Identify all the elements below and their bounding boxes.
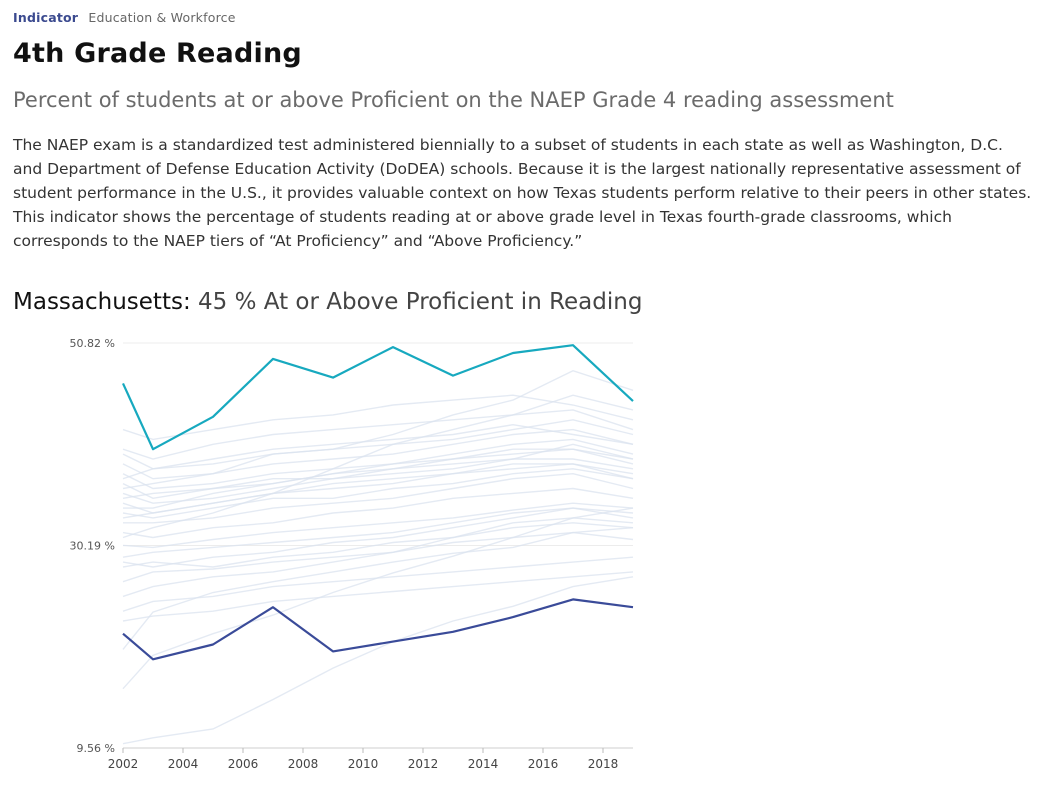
- category-link[interactable]: Education & Workforce: [88, 10, 236, 25]
- comparison-state-line: [122, 571, 634, 622]
- comparison-state-line: [122, 576, 634, 745]
- comparison-state-line: [122, 531, 634, 583]
- comparison-state-line: [122, 394, 634, 441]
- x-tick-label: 2010: [348, 757, 379, 771]
- chart-heading-state: Massachusetts:: [13, 289, 191, 315]
- x-tick-label: 2018: [588, 757, 619, 771]
- x-tick-label: 2016: [528, 757, 559, 771]
- comparison-state-line: [123, 472, 634, 524]
- comparison-state-line: [122, 507, 634, 690]
- comparison-state-line: [122, 448, 634, 500]
- x-tick-label: 2004: [168, 757, 199, 771]
- comparison-state-line: [122, 468, 634, 519]
- comparison-state-line: [122, 556, 634, 612]
- comparison-state-line: [122, 423, 634, 480]
- comparison-state-line: [122, 502, 634, 549]
- breadcrumb: Indicator Education & Workforce: [13, 10, 236, 25]
- highlighted-state-lines[interactable]: [121, 344, 634, 661]
- y-axis: 50.82 % 30.19 % 9.56 %: [70, 337, 115, 755]
- comparison-state-line: [122, 507, 634, 558]
- x-tick-label: 2014: [468, 757, 499, 771]
- comparison-state-line: [122, 463, 634, 519]
- x-tick-label: 2012: [408, 757, 439, 771]
- x-axis: 2002 2004 2006 2008 2010 2012 2014 2016 2018: [108, 747, 633, 771]
- y-tick-label: 50.82 %: [70, 337, 115, 350]
- chart-heading-value: 45 % At or Above Proficient in Reading: [198, 289, 643, 315]
- y-tick-label: 30.19 %: [70, 540, 115, 553]
- comparison-state-line: [122, 527, 634, 650]
- comparison-state-line: [122, 507, 634, 568]
- chart-heading: Massachusetts: 45 % At or Above Proficie…: [13, 289, 642, 315]
- x-tick-label: 2002: [108, 757, 139, 771]
- line-chart[interactable]: 50.82 % 30.19 % 9.56 % 2002 2004 2006 2008 201…: [0, 325, 660, 785]
- chart-grid: [123, 342, 633, 546]
- page-subtitle: Percent of students at or above Proficie…: [13, 88, 894, 112]
- comparison-state-line: [122, 394, 634, 539]
- comparison-state-line: [122, 443, 634, 499]
- comparison-state-line: [122, 487, 634, 539]
- comparison-state-lines: [122, 369, 634, 745]
- comparison-state-line: [122, 438, 634, 490]
- comparison-state-line: [122, 419, 634, 470]
- indicator-tag: Indicator: [13, 10, 79, 25]
- comparison-state-line: [122, 522, 634, 598]
- indicator-description: The NAEP exam is a standardized test adm…: [13, 136, 1032, 250]
- comparison-state-line: [122, 409, 634, 460]
- x-tick-label: 2008: [288, 757, 319, 771]
- comparison-state-line: [122, 517, 634, 568]
- page-title: 4th Grade Reading: [13, 38, 302, 69]
- secondary-state-line[interactable]: [122, 598, 634, 661]
- y-tick-label: 9.56 %: [77, 742, 115, 755]
- x-tick-label: 2006: [228, 757, 259, 771]
- highlight-state-line[interactable]: [121, 344, 634, 451]
